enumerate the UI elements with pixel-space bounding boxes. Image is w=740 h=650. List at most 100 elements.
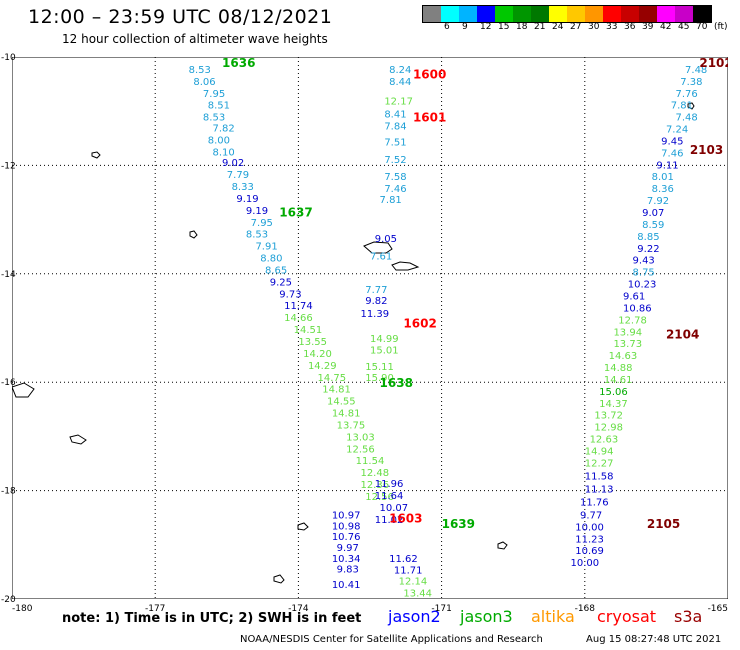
color-scale-swatch	[459, 6, 477, 22]
color-scale-swatch	[423, 6, 441, 22]
wave-height-value: 15.01	[370, 346, 399, 357]
wave-height-value: 13.94	[613, 327, 642, 338]
wave-height-value: 9.19	[246, 206, 268, 217]
wave-height-value: 10.07	[380, 503, 409, 514]
wave-height-value: 14.29	[308, 361, 337, 372]
wave-height-value: 13.72	[594, 411, 623, 422]
wave-height-value: 8.01	[652, 172, 674, 183]
wave-height-value: 10.41	[332, 580, 361, 591]
wave-height-value: 14.94	[585, 446, 614, 457]
legend-item-altika: altika	[531, 607, 575, 626]
color-scale-label: 36	[624, 22, 636, 32]
pass-time-label: 2105	[647, 517, 680, 531]
wave-height-value: 9.05	[375, 234, 397, 245]
wave-height-value: 9.43	[633, 256, 655, 267]
wave-height-value: 13.44	[403, 588, 432, 599]
wave-height-value: 14.81	[322, 385, 351, 396]
wave-height-value: 8.53	[246, 230, 268, 241]
wave-height-value: 7.24	[666, 125, 688, 136]
wave-height-value: 13.75	[337, 420, 366, 431]
pass-time-label: 1639	[442, 517, 475, 531]
color-scale-label: 21	[534, 22, 546, 32]
wave-height-value: 7.61	[370, 251, 392, 262]
wave-height-value: 7.84	[384, 121, 406, 132]
wave-height-value: 9.97	[337, 543, 359, 554]
wave-height-value: 7.52	[384, 155, 406, 166]
wave-height-value: 7.77	[365, 285, 387, 296]
color-scale-swatch	[603, 6, 621, 22]
wave-height-value: 9.25	[270, 277, 292, 288]
color-scale-swatch	[477, 6, 495, 22]
wave-height-value: 7.79	[227, 170, 249, 181]
pass-time-label: 2103	[690, 143, 723, 157]
color-scale-label: 6	[444, 22, 450, 32]
wave-height-map: 8.538.067.958.518.537.828.008.109.027.79…	[12, 57, 728, 599]
wave-height-value: 8.51	[208, 101, 230, 112]
wave-height-value: 7.91	[255, 242, 277, 253]
wave-height-value: 9.83	[337, 565, 359, 576]
color-scale-label: 70	[696, 22, 708, 32]
color-scale-label: 42	[660, 22, 672, 32]
note-text: note: 1) Time is in UTC; 2) SWH is in fe…	[62, 611, 362, 626]
color-scale-swatch	[513, 6, 531, 22]
wave-height-value: 15.11	[365, 362, 394, 373]
wave-height-value: 15.90	[365, 373, 394, 384]
wave-height-value: 7.92	[647, 196, 669, 207]
color-scale-label: 27	[570, 22, 582, 32]
color-scale-swatch	[675, 6, 693, 22]
color-scale-swatch	[549, 6, 567, 22]
page-subtitle: 12 hour collection of altimeter wave hei…	[62, 32, 328, 46]
lon-tick-label: -168	[575, 604, 596, 614]
legend-item-s3a: s3a	[674, 607, 703, 626]
wave-height-value: 8.65	[265, 265, 287, 276]
wave-height-value: 8.24	[389, 65, 411, 76]
wave-height-value: 7.46	[384, 184, 406, 195]
color-scale-swatch	[693, 6, 711, 22]
map-grid	[12, 57, 728, 599]
wave-height-value: 8.06	[193, 77, 215, 88]
wave-height-value: 11.54	[356, 456, 385, 467]
lon-tick-label: -180	[12, 604, 33, 614]
wave-height-value: 9.07	[642, 208, 664, 219]
wave-height-value: 8.75	[633, 268, 655, 279]
wave-height-value: 14.81	[332, 409, 361, 420]
color-scale-swatch	[657, 6, 675, 22]
wave-height-value: 14.75	[317, 373, 346, 384]
wave-height-value: 9.77	[580, 510, 602, 521]
wave-height-value: 7.38	[680, 77, 702, 88]
wave-height-value: 11.58	[585, 471, 614, 482]
page-title: 12:00 – 23:59 UTC 08/12/2021	[28, 6, 333, 28]
wave-height-value: 9.61	[623, 291, 645, 302]
samoa-island-upolu	[363, 241, 393, 254]
wave-height-value: 11.39	[360, 309, 389, 320]
color-scale-label: 15	[498, 22, 510, 32]
color-scale-label: 18	[516, 22, 528, 32]
tonga-islet-south	[273, 574, 285, 584]
pass-time-label: 1603	[389, 512, 422, 526]
color-scale-label: 39	[642, 22, 654, 32]
color-scale-swatch	[639, 6, 657, 22]
wave-height-value: 8.10	[212, 147, 234, 158]
wave-height-value: 8.85	[637, 232, 659, 243]
wave-height-value: 7.82	[212, 123, 234, 134]
wave-height-value: 12.98	[594, 423, 623, 434]
pass-time-label: 1602	[403, 317, 436, 331]
wave-height-value: 13.73	[613, 339, 642, 350]
wave-height-value: 12.17	[384, 96, 413, 107]
wave-height-value: 8.00	[208, 135, 230, 146]
wave-height-value: 10.23	[628, 280, 657, 291]
color-scale-swatch	[441, 6, 459, 22]
pass-time-label: 1636	[222, 57, 255, 70]
color-scale-label: 33	[606, 22, 618, 32]
wave-height-value: 7.81	[671, 101, 693, 112]
wave-height-value: 9.73	[279, 289, 301, 300]
wave-height-value: 14.37	[599, 399, 628, 410]
color-scale-unit: (ft)	[714, 22, 728, 32]
lon-tick-label: -165	[708, 604, 728, 614]
wave-height-value: 10.00	[575, 522, 604, 533]
wave-height-value: 8.44	[389, 77, 411, 88]
wave-height-value: 7.46	[661, 148, 683, 159]
samoa-island-tutuila	[391, 261, 420, 271]
color-scale-label: 45	[678, 22, 690, 32]
